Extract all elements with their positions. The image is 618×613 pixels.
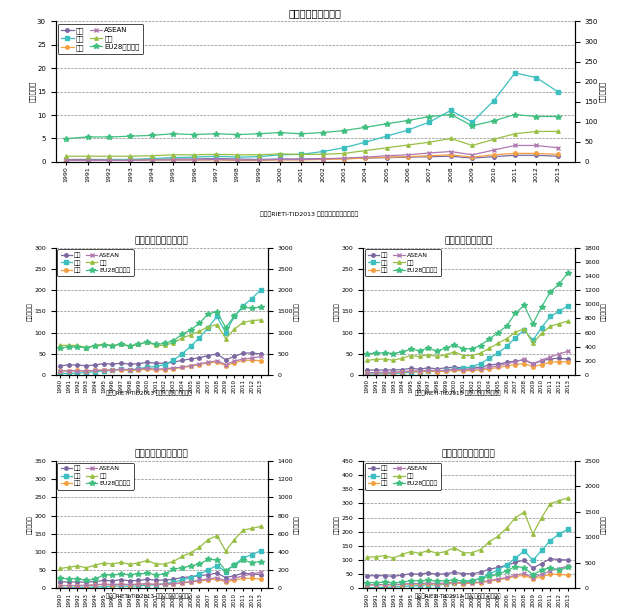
Title: 【加工品（ドイツ）】: 【加工品（ドイツ）】: [135, 237, 188, 245]
Y-axis label: （億ドル）: （億ドル）: [599, 81, 606, 102]
Text: 資料：RIETI-TID2013 データベースから作成。: 資料：RIETI-TID2013 データベースから作成。: [260, 211, 358, 217]
Y-axis label: （億ドル）: （億ドル）: [334, 302, 340, 321]
Legend: 日本, 中国, 韓国, ASEAN, 米国, EU28（右軸）: 日本, 中国, 韓国, ASEAN, 米国, EU28（右軸）: [57, 249, 133, 276]
Y-axis label: （億ドル）: （億ドル）: [27, 516, 33, 534]
Y-axis label: （億ドル）: （億ドル）: [27, 302, 33, 321]
Y-axis label: （億ドル）: （億ドル）: [294, 516, 300, 534]
Title: 【消費財（ドイツ）】: 【消費財（ドイツ）】: [442, 450, 496, 459]
Text: 資料：RIETI-TID2013 データベースから作成。: 資料：RIETI-TID2013 データベースから作成。: [106, 593, 191, 599]
Y-axis label: （億ドル）: （億ドル）: [334, 516, 340, 534]
Legend: 日本, 中国, 韓国, ASEAN, 米国, EU28（右軸）: 日本, 中国, 韓国, ASEAN, 米国, EU28（右軸）: [365, 463, 441, 490]
Y-axis label: （億ドル）: （億ドル）: [601, 302, 607, 321]
Title: 【素材（ドイツ）】: 【素材（ドイツ）】: [289, 8, 342, 18]
Text: 資料：RIETI-TID2013 データベースから作成。: 資料：RIETI-TID2013 データベースから作成。: [415, 391, 500, 397]
Y-axis label: （億ドル）: （億ドル）: [601, 516, 607, 534]
Legend: 日本, 中国, 韓国, ASEAN, 米国, EU28（右軸）: 日本, 中国, 韓国, ASEAN, 米国, EU28（右軸）: [365, 249, 441, 276]
Legend: 日本, 中国, 韓国, ASEAN, 米国, EU28（右軸）: 日本, 中国, 韓国, ASEAN, 米国, EU28（右軸）: [57, 23, 143, 55]
Y-axis label: （億ドル）: （億ドル）: [29, 81, 35, 102]
Y-axis label: （億ドル）: （億ドル）: [294, 302, 300, 321]
Text: 資料：RIETI-TID2013 データベースから作成。: 資料：RIETI-TID2013 データベースから作成。: [106, 391, 191, 397]
Legend: 日本, 中国, 韓国, ASEAN, 米国, EU28（右軸）: 日本, 中国, 韓国, ASEAN, 米国, EU28（右軸）: [57, 463, 133, 490]
Text: 資料：RIETI-TID2013 データベースから作成。: 資料：RIETI-TID2013 データベースから作成。: [415, 593, 500, 599]
Title: 【部品（ドイツ）】: 【部品（ドイツ）】: [444, 237, 493, 245]
Title: 【資本財（ドイツ）】: 【資本財（ドイツ）】: [135, 450, 188, 459]
